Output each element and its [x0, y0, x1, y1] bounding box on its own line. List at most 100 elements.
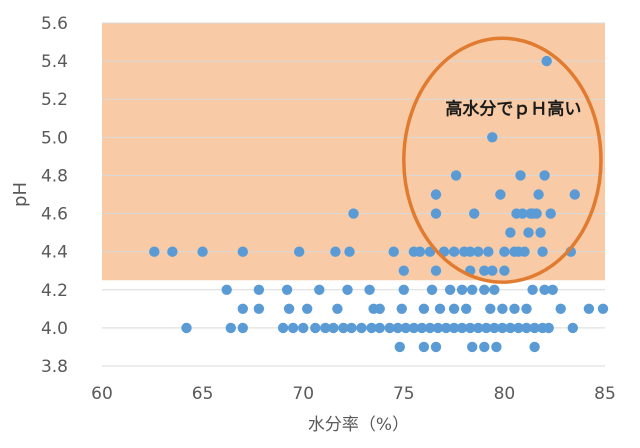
data-point	[338, 322, 349, 334]
data-point	[513, 246, 524, 257]
data-point	[430, 189, 442, 200]
data-point	[489, 284, 500, 295]
data-point	[479, 341, 490, 353]
data-point	[167, 246, 178, 257]
data-point	[398, 265, 409, 276]
data-point	[487, 265, 498, 276]
data-point	[149, 246, 160, 257]
data-point	[396, 303, 407, 314]
data-point	[388, 246, 399, 257]
data-point	[450, 170, 462, 181]
data-point	[348, 208, 359, 219]
data-point	[394, 341, 405, 353]
data-point	[473, 246, 484, 257]
data-point	[541, 55, 552, 67]
data-point	[310, 322, 321, 334]
data-point	[499, 246, 510, 257]
data-point	[521, 303, 532, 314]
y-tick-label: 5.2	[41, 90, 68, 110]
data-point	[414, 246, 426, 257]
x-tick-label: 60	[91, 384, 113, 404]
shaded-region	[102, 23, 605, 281]
data-point	[489, 322, 500, 334]
annotation-ellipse	[402, 36, 603, 284]
data-point	[569, 189, 580, 200]
data-point	[465, 246, 476, 257]
data-point	[237, 303, 248, 314]
data-point	[467, 341, 478, 353]
data-point	[430, 265, 442, 276]
x-tick-label: 70	[292, 384, 314, 404]
y-tick-label: 5.6	[41, 14, 68, 34]
data-point	[344, 246, 355, 257]
data-point	[330, 246, 341, 257]
data-point	[461, 303, 472, 314]
data-point	[491, 341, 502, 353]
data-point	[547, 284, 558, 295]
data-point	[469, 208, 480, 219]
x-tick-label: 85	[594, 384, 616, 404]
data-point	[197, 246, 208, 257]
x-tick-label: 80	[494, 384, 516, 404]
data-point	[366, 322, 377, 334]
data-point	[277, 322, 289, 334]
y-axis-title: pH	[10, 182, 31, 207]
data-point	[465, 322, 476, 334]
data-point	[418, 341, 430, 353]
data-point	[497, 303, 508, 314]
y-tick-label: 5.0	[41, 128, 68, 148]
data-point	[485, 303, 496, 314]
data-point	[374, 322, 385, 334]
data-point	[392, 322, 403, 334]
data-point	[384, 322, 395, 334]
data-point	[356, 322, 367, 334]
data-point	[283, 303, 295, 314]
data-point	[583, 303, 595, 314]
data-point	[426, 284, 438, 295]
data-point	[281, 284, 293, 295]
data-point	[529, 322, 540, 334]
data-point	[430, 208, 442, 219]
data-point	[328, 322, 339, 334]
data-point	[408, 322, 420, 334]
data-point	[567, 322, 578, 334]
data-point	[332, 303, 343, 314]
x-tick-label: 75	[393, 384, 415, 404]
data-point	[298, 322, 309, 334]
data-point	[253, 284, 265, 295]
annotation-label: 高水分でｐＨ高い	[445, 98, 581, 119]
data-point	[237, 322, 248, 334]
data-point	[181, 322, 192, 334]
data-point	[523, 227, 534, 238]
y-tick-label: 4.6	[41, 205, 68, 225]
data-point	[527, 284, 538, 295]
data-point	[517, 208, 528, 219]
data-point	[539, 170, 550, 181]
data-point	[374, 303, 385, 314]
data-point	[424, 246, 436, 257]
data-point	[479, 265, 490, 276]
data-point	[505, 322, 516, 334]
data-point	[456, 322, 468, 334]
data-point	[398, 284, 409, 295]
data-point	[400, 322, 411, 334]
y-tick-label: 4.0	[41, 319, 68, 339]
data-point	[509, 303, 520, 314]
data-point	[448, 246, 460, 257]
data-point	[448, 322, 460, 334]
data-point	[515, 170, 526, 181]
data-point	[545, 208, 556, 219]
data-point	[342, 284, 353, 295]
data-point	[535, 227, 546, 238]
data-point	[302, 303, 313, 314]
data-point	[364, 284, 375, 295]
data-point	[294, 246, 305, 257]
data-point	[525, 208, 536, 219]
data-point	[418, 303, 430, 314]
data-point	[444, 284, 456, 295]
y-tick-label: 4.2	[41, 281, 68, 301]
data-point	[539, 284, 550, 295]
data-point	[479, 284, 490, 295]
data-point	[430, 341, 442, 353]
